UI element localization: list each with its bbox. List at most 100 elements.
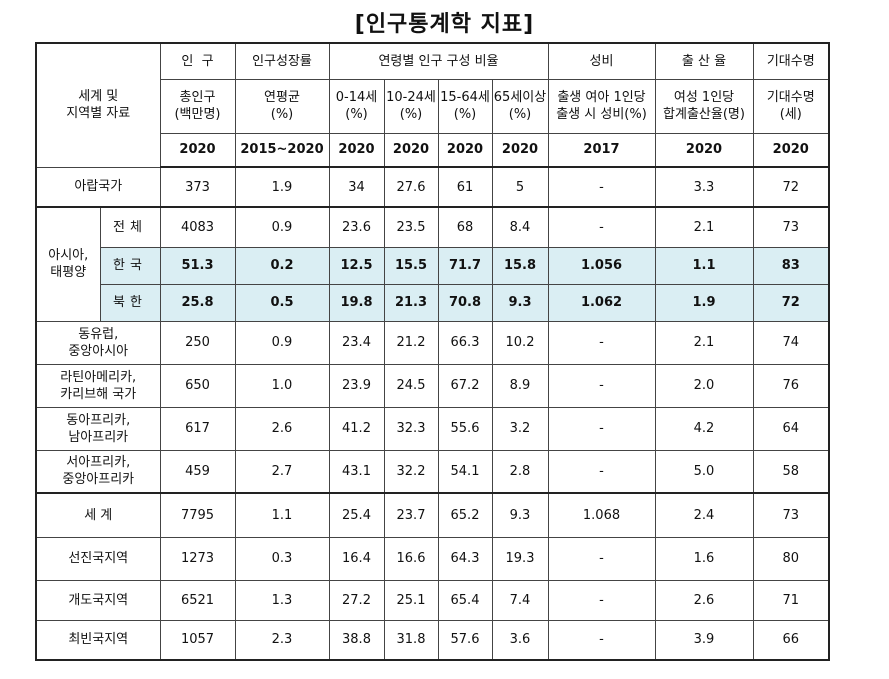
sub-line: 0-14세 xyxy=(335,90,378,105)
cell: 23.5 xyxy=(383,206,439,248)
cell: 1.1 xyxy=(654,246,754,285)
cell: 34 xyxy=(328,166,385,208)
region-header-line2: 지역별 자료 xyxy=(66,106,131,122)
row-label-line: 카리브해 국가 xyxy=(60,386,137,402)
cell: 1.1 xyxy=(234,492,330,538)
table-row: 동유럽, 중앙아시아 250 0.9 23.4 21.2 66.3 10.2 -… xyxy=(35,320,830,365)
cell: 21.2 xyxy=(383,320,439,365)
cell: 0.2 xyxy=(234,246,330,285)
sub-row-label: 한국 xyxy=(99,246,161,285)
cell: 31.8 xyxy=(383,619,439,661)
table-row-highlight: 북한 25.8 0.5 19.8 21.3 70.8 9.3 1.062 1.9… xyxy=(36,283,830,322)
cell: 5 xyxy=(491,166,549,208)
table-row: 서아프리카, 중앙아프리카 459 2.7 43.1 32.2 54.1 2.8… xyxy=(35,449,830,494)
sub-line: (%) xyxy=(399,107,423,122)
cell: 2.1 xyxy=(654,320,754,365)
cell: 71 xyxy=(752,579,830,621)
cell: 0.9 xyxy=(234,320,330,365)
cell: 23.9 xyxy=(328,363,385,408)
sub-line: 합계출산율(명) xyxy=(663,107,745,122)
cell: 55.6 xyxy=(437,406,493,451)
cell: 9.3 xyxy=(491,283,549,322)
cell: 9.3 xyxy=(491,492,549,538)
group-birth: 출 산 율 xyxy=(654,42,754,80)
cell: 1.3 xyxy=(234,579,330,621)
cell: - xyxy=(547,320,656,365)
sub-age-65: 65세이상 (%) xyxy=(491,78,549,134)
cell: 51.3 xyxy=(159,246,236,285)
cell: 58 xyxy=(752,449,830,494)
cell: 83 xyxy=(752,246,830,285)
cell: 25.8 xyxy=(159,283,236,322)
cell: 66 xyxy=(752,619,830,661)
cell: 65.2 xyxy=(437,492,493,538)
cell: 3.2 xyxy=(491,406,549,451)
year-cell: 2017 xyxy=(547,132,656,168)
cell: 3.9 xyxy=(654,619,754,661)
sub-row-label: 북한 xyxy=(99,283,161,322)
sub-age-10-24: 10-24세 (%) xyxy=(383,78,439,134)
year-cell: 2020 xyxy=(159,132,236,168)
cell: 41.2 xyxy=(328,406,385,451)
sub-line: 15-64세 xyxy=(440,90,490,105)
cell: 67.2 xyxy=(437,363,493,408)
cell: 4083 xyxy=(159,206,236,248)
cell: 2.1 xyxy=(654,206,754,248)
year-cell: 2020 xyxy=(437,132,493,168)
asia-group-label: 아시아, 태평양 xyxy=(35,206,101,322)
sub-line: (백만명) xyxy=(174,107,221,122)
table-row-highlight: 한국 51.3 0.2 12.5 15.5 71.7 15.8 1.056 1.… xyxy=(36,246,830,285)
cell: 80 xyxy=(752,536,830,581)
row-label: 개도국지역 xyxy=(35,579,161,621)
row-label: 동아프리카, 남아프리카 xyxy=(35,406,161,451)
table-row: 라틴아메리카, 카리브해 국가 650 1.0 23.9 24.5 67.2 8… xyxy=(35,363,830,408)
cell: 73 xyxy=(752,206,830,248)
cell: 74 xyxy=(752,320,830,365)
group-growth: 인구성장률 xyxy=(234,42,330,80)
sub-growth: 연평균 (%) xyxy=(234,78,330,134)
cell: 5.0 xyxy=(654,449,754,494)
cell: 66.3 xyxy=(437,320,493,365)
cell: 1.9 xyxy=(234,166,330,208)
cell: 250 xyxy=(159,320,236,365)
cell: 459 xyxy=(159,449,236,494)
region-header: 세계 및 지역별 자료 xyxy=(35,42,161,168)
cell: 8.9 xyxy=(491,363,549,408)
cell: 21.3 xyxy=(383,283,439,322)
cell: 16.4 xyxy=(328,536,385,581)
row-label-line: 중앙아시아 xyxy=(68,343,129,359)
row-label-line: 동아프리카, xyxy=(66,412,131,428)
asia-label-line1: 아시아, xyxy=(48,248,89,264)
demographics-table: 세계 및 지역별 자료 인 구 인구성장률 연령별 인구 구성 비율 성비 출 … xyxy=(35,42,830,661)
cell: 1.6 xyxy=(654,536,754,581)
sub-line: 여성 1인당 xyxy=(673,90,735,105)
cell: 1.056 xyxy=(547,246,656,285)
sub-line: 출생 여아 1인당 xyxy=(557,90,646,105)
group-population: 인 구 xyxy=(159,42,236,80)
sub-line: 기대수명 xyxy=(766,90,815,105)
cell: 65.4 xyxy=(437,579,493,621)
cell: 1.068 xyxy=(547,492,656,538)
header-row-sub: 총인구 (백만명) 연평균 (%) 0-14세 (%) 10-24세 (%) 15-64… xyxy=(36,78,830,134)
cell: 1273 xyxy=(159,536,236,581)
sub-line: (%) xyxy=(453,107,477,122)
cell: 76 xyxy=(752,363,830,408)
cell: 0.3 xyxy=(234,536,330,581)
table-row: 아시아, 태평양 전체 4083 0.9 23.6 23.5 68 8.4 - … xyxy=(35,206,830,322)
row-label-line: 중앙아프리카 xyxy=(62,472,135,488)
header-row-groups: 세계 및 지역별 자료 인 구 인구성장률 연령별 인구 구성 비율 성비 출 … xyxy=(35,42,830,168)
cell: 1.0 xyxy=(234,363,330,408)
cell: 8.4 xyxy=(491,206,549,248)
cell: - xyxy=(547,619,656,661)
row-label-line: 동유럽, xyxy=(78,326,119,342)
cell: 6521 xyxy=(159,579,236,621)
table-row: 선진국지역 1273 0.3 16.4 16.6 64.3 19.3 - 1.6… xyxy=(35,536,830,581)
cell: 23.6 xyxy=(328,206,385,248)
row-label: 서아프리카, 중앙아프리카 xyxy=(35,449,161,494)
asia-label-line2: 태평양 xyxy=(50,265,87,281)
page-title: [인구통계학 지표] xyxy=(354,12,535,37)
cell: 71.7 xyxy=(437,246,493,285)
group-life: 기대수명 xyxy=(752,42,830,80)
cell: - xyxy=(547,449,656,494)
